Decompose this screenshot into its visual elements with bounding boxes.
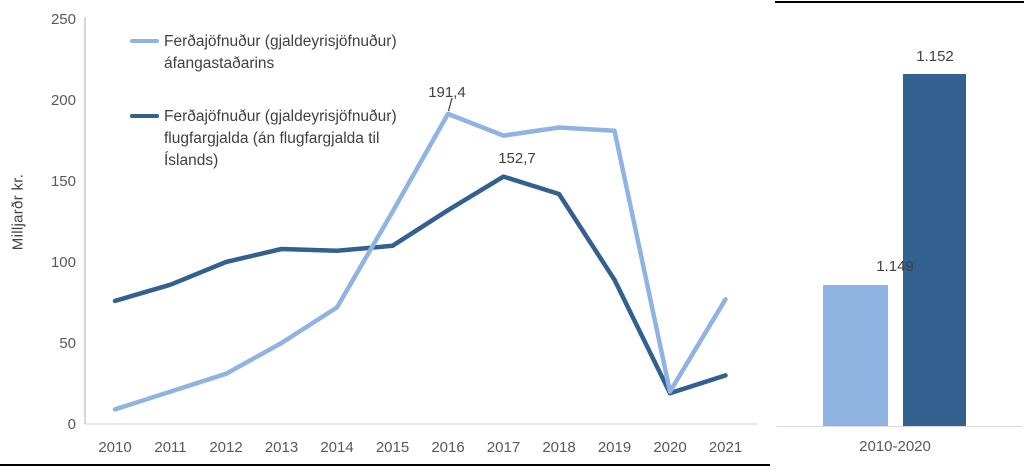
- y-tick-label: 250: [51, 11, 76, 28]
- y-tick-label: 0: [68, 416, 76, 433]
- bar-chart-x-label: 2010-2020: [859, 438, 931, 455]
- legend-item-airfare-balance: Ferðajöfnuður (gjaldeyrisjöfnuður) flugf…: [130, 106, 422, 172]
- line-chart: 0 50 100 150 200 250 2010 2011 2012 2013 2014 2015 2…: [51, 11, 758, 456]
- y-tick-label: 50: [59, 335, 76, 352]
- right-panel-top-border: [775, 1, 1024, 3]
- legend-swatch-dark-icon: [130, 114, 159, 118]
- y-tick-label: 150: [51, 173, 76, 190]
- x-tick-label: 2015: [376, 439, 409, 456]
- x-tick-label: 2017: [487, 439, 520, 456]
- line-series-1: [112, 174, 728, 396]
- x-tick-label: 2021: [709, 439, 742, 456]
- x-tick-label: 2013: [265, 439, 298, 456]
- data-label-peak-dark: 152,7: [498, 150, 536, 167]
- line-series-0: [112, 111, 728, 412]
- x-tick-label: 2020: [653, 439, 686, 456]
- annotation-callout-line: [447, 97, 453, 112]
- line-chart-panel: Milljarðr kr. 0 50 100 150 200 250 2010 2011 201…: [0, 11, 770, 466]
- legend-swatch-light-icon: [130, 39, 159, 43]
- x-tick-label: 2016: [431, 439, 464, 456]
- left-panel-bottom-border: [0, 464, 770, 466]
- x-tick-label: 2014: [320, 439, 353, 456]
- bar-dark: [903, 74, 966, 427]
- bar-light: [823, 285, 888, 427]
- legend-label-airfare-balance: Ferðajöfnuður (gjaldeyrisjöfnuður) flugf…: [164, 108, 397, 169]
- y-tick-label: 200: [51, 92, 76, 109]
- x-tick-label: 2019: [598, 439, 631, 456]
- bar-chart-panel: 1.149 1.152 2010-2020: [775, 0, 1024, 470]
- x-tick-label: 2011: [154, 439, 186, 456]
- legend-label-destination-balance: Ferðajöfnuður (gjaldeyrisjöfnuður) áfang…: [164, 33, 397, 72]
- y-tick-label: 100: [51, 254, 76, 271]
- x-tick-label: 2018: [542, 439, 575, 456]
- bar-value-label-dark: 1.152: [916, 48, 954, 65]
- data-label-peak-light: 191,4: [428, 84, 466, 101]
- legend-item-destination-balance: Ferðajöfnuður (gjaldeyrisjöfnuður) áfang…: [130, 31, 422, 75]
- bar-value-label-light: 1.149: [876, 258, 914, 275]
- bar-chart-baseline: [777, 426, 1022, 427]
- x-tick-label: 2012: [209, 439, 242, 456]
- x-tick-label: 2010: [98, 439, 131, 456]
